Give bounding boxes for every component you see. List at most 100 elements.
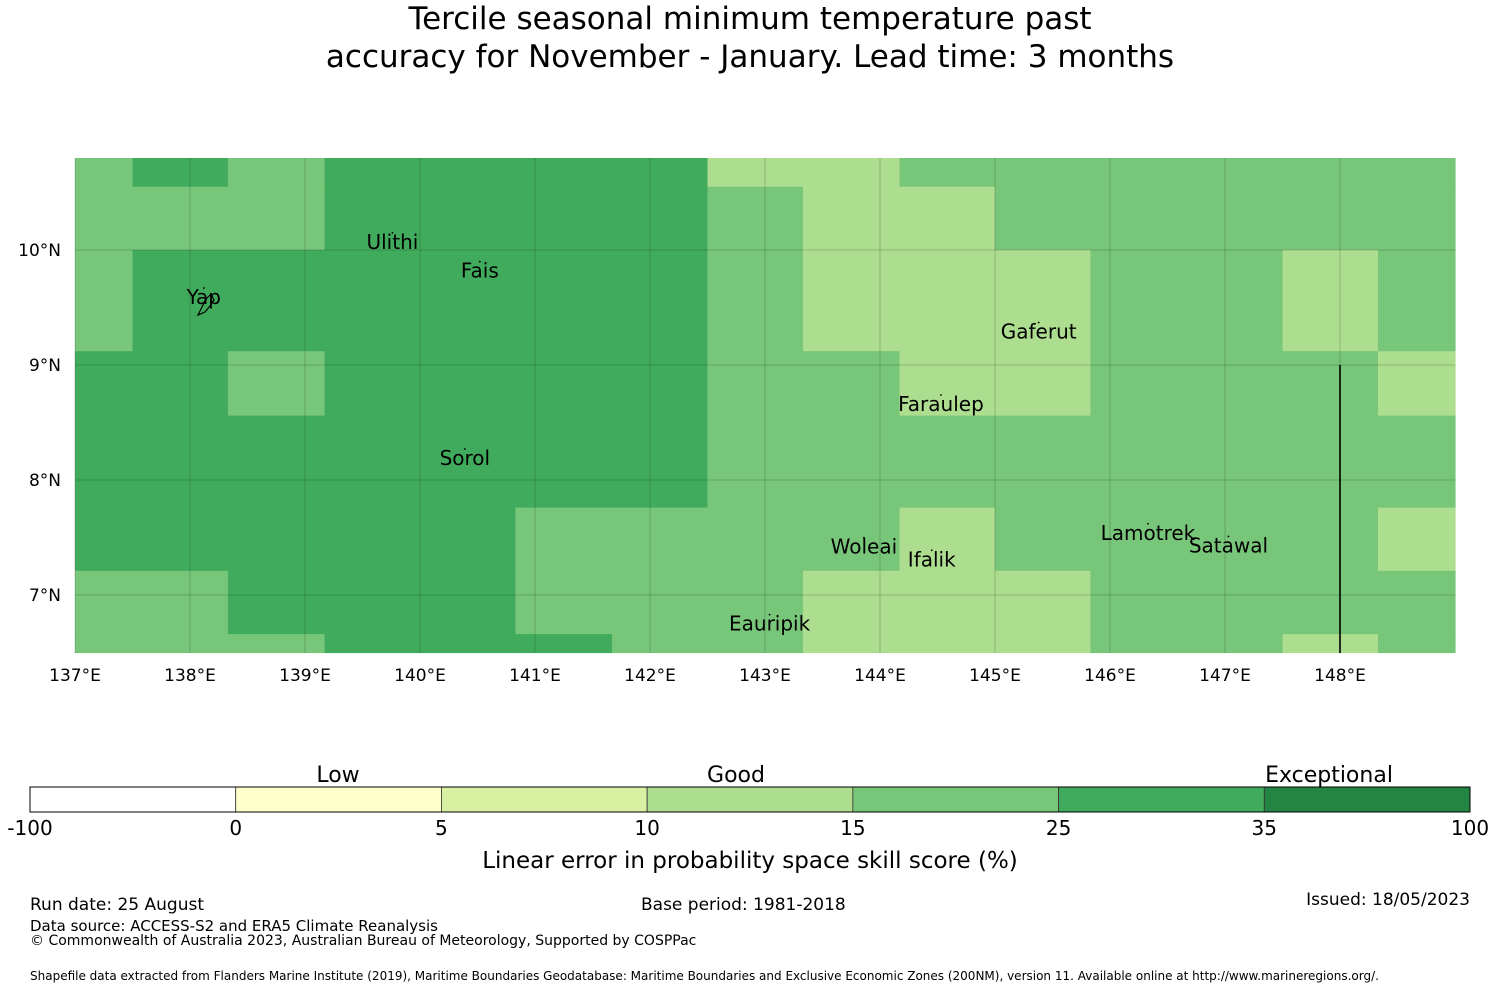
colorbar-swatch <box>646 786 854 813</box>
skill-cell <box>1090 570 1188 635</box>
skill-cell <box>227 415 326 509</box>
skill-cell <box>995 507 1092 572</box>
skill-cell <box>995 158 1092 188</box>
skill-cell <box>802 507 901 572</box>
skill-cell <box>1187 186 1284 251</box>
skill-cell <box>1187 634 1284 654</box>
skill-cell <box>899 415 996 509</box>
skill-grid <box>75 158 1456 654</box>
base-period: Base period: 1981-2018 <box>641 895 846 915</box>
skill-cell <box>899 351 996 417</box>
skill-cell <box>707 415 804 509</box>
colorbar-tick-label: 15 <box>840 816 865 840</box>
skill-cell <box>324 634 421 654</box>
colorbar-swatch <box>441 786 648 813</box>
lon-tick-label: 137°E <box>49 666 101 686</box>
skill-cell <box>1282 186 1379 251</box>
skill-cell <box>1282 507 1379 572</box>
skill-cell <box>707 351 804 417</box>
colorbar-swatch <box>852 786 1059 813</box>
skill-cell <box>707 507 804 572</box>
place-labels: UlithiFaisYapGaferutFaraulepSorolWoleaiI… <box>186 230 1268 636</box>
skill-cell <box>1187 415 1284 509</box>
skill-cell <box>612 570 709 635</box>
place-label: Sorol <box>440 446 491 470</box>
skill-cell <box>899 250 996 352</box>
skill-cell <box>1187 507 1284 572</box>
skill-cell <box>227 634 326 654</box>
skill-cell <box>1187 250 1284 352</box>
latitude-ticks: 10°N 9°N 8°N 7°N <box>18 241 61 606</box>
island-marker <box>863 536 865 539</box>
colorbar-category-label: Exceptional <box>1265 763 1393 788</box>
skill-cell <box>612 415 709 509</box>
island-marker <box>930 549 933 552</box>
skill-cell <box>1187 158 1284 188</box>
skill-cell <box>1090 158 1188 188</box>
skill-cell <box>75 158 134 188</box>
skill-cell <box>1377 186 1456 251</box>
map-title: Tercile seasonal minimum temperature pas… <box>0 0 1500 76</box>
skill-cell <box>515 158 613 188</box>
skill-cell <box>420 570 517 635</box>
skill-cell <box>420 351 517 417</box>
colorbar-tick-label: 25 <box>1046 816 1071 840</box>
lon-tick-label: 142°E <box>624 666 676 686</box>
skill-cell <box>132 351 229 417</box>
skill-cell <box>802 570 901 635</box>
island-marker <box>1147 522 1149 525</box>
skill-cell <box>420 250 517 352</box>
skill-cell <box>132 415 229 509</box>
skill-cell <box>1377 250 1456 352</box>
island-marker <box>391 231 394 234</box>
skill-cell <box>324 186 421 251</box>
shapefile-credit: Shapefile data extracted from Flanders M… <box>30 969 1379 983</box>
skill-cell <box>132 507 229 572</box>
skill-cell <box>515 351 613 417</box>
skill-cell <box>324 415 421 509</box>
skill-cell <box>995 415 1092 509</box>
colorbar-tick-label: 100 <box>1451 816 1489 840</box>
skill-cell <box>707 250 804 352</box>
skill-cell <box>1090 351 1188 417</box>
lon-tick-label: 143°E <box>739 666 791 686</box>
colorbar-swatch <box>29 786 237 813</box>
skill-cell <box>515 250 613 352</box>
skill-cell <box>1090 634 1188 654</box>
skill-cell <box>515 186 613 251</box>
colorbar: -100 0 5 10 15 25 35 100 Low Good Exceptional Linea… <box>7 763 1489 874</box>
skill-cell <box>75 570 134 635</box>
copyright: © Commonwealth of Australia 2023, Austra… <box>30 933 697 949</box>
skill-cell <box>324 507 421 572</box>
issued-date: Issued: 18/05/2023 <box>1306 890 1470 910</box>
colorbar-frame <box>29 786 1471 813</box>
place-label: Faraulep <box>898 392 984 416</box>
skill-cell <box>75 250 134 352</box>
yap-island-shape <box>196 292 215 317</box>
skill-cell <box>227 186 326 251</box>
skill-cell <box>899 186 996 251</box>
skill-cell <box>802 351 901 417</box>
skill-cell <box>802 158 901 188</box>
lon-tick-label: 139°E <box>279 666 331 686</box>
skill-cell <box>132 570 229 635</box>
skill-cell <box>1377 415 1456 509</box>
lon-tick-label: 144°E <box>854 666 906 686</box>
place-label: Ifalik <box>908 547 956 571</box>
skill-cell <box>324 351 421 417</box>
skill-cell <box>227 570 326 635</box>
skill-cell <box>1282 415 1379 509</box>
skill-cell <box>1377 634 1456 654</box>
island-marker <box>1037 321 1040 324</box>
colorbar-tick-label: 0 <box>229 816 242 840</box>
skill-cell <box>1282 351 1379 417</box>
island-marker <box>1227 535 1230 538</box>
lat-tick-label: 8°N <box>29 471 61 491</box>
skill-cell <box>1090 507 1188 572</box>
skill-cell <box>612 351 709 417</box>
island-marker <box>940 394 942 396</box>
skill-cell <box>612 158 709 188</box>
skill-cell <box>899 570 996 635</box>
skill-cell <box>1282 250 1379 352</box>
